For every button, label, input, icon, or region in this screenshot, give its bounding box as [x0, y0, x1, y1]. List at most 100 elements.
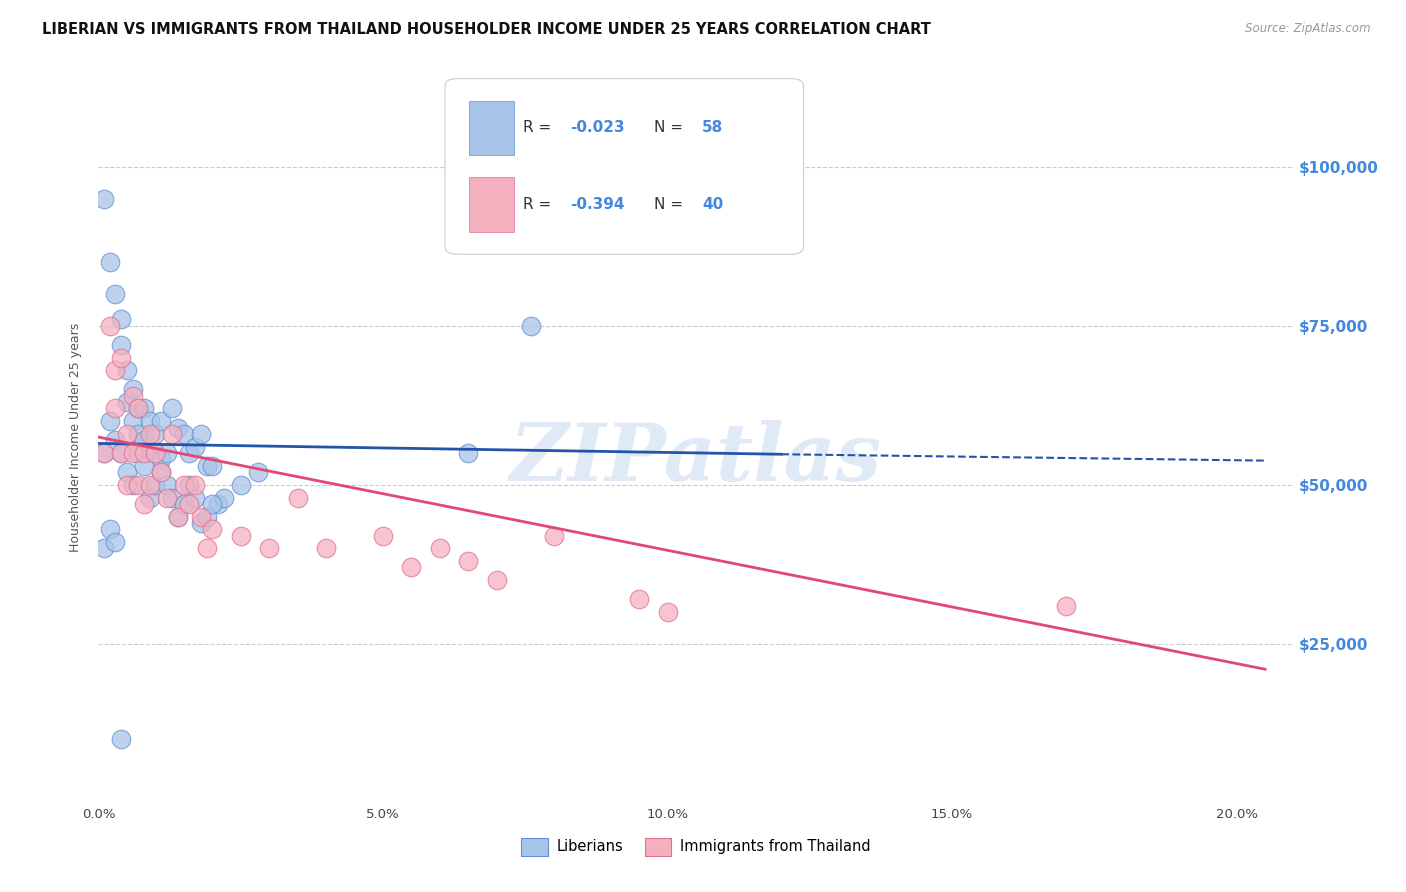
Point	[173, 497, 195, 511]
Point	[201, 522, 224, 536]
Bar	[470, 178, 515, 232]
Point	[190, 426, 212, 441]
Text: R =: R =	[523, 197, 555, 212]
Point	[138, 426, 160, 441]
Text: -0.023: -0.023	[571, 120, 626, 136]
Text: 58: 58	[702, 120, 723, 136]
Point	[121, 477, 143, 491]
Point	[150, 465, 173, 479]
Point	[184, 477, 207, 491]
Point	[115, 465, 138, 479]
Text: R =: R =	[523, 120, 555, 136]
Point	[628, 592, 651, 607]
Point	[201, 497, 224, 511]
Point	[229, 529, 252, 543]
Point	[104, 287, 127, 301]
Point	[179, 446, 201, 460]
Point	[179, 477, 201, 491]
Point	[162, 401, 184, 416]
Point	[138, 477, 160, 491]
Point	[98, 522, 121, 536]
Point	[167, 509, 190, 524]
Text: N =: N =	[654, 120, 688, 136]
Point	[1054, 599, 1077, 613]
Point	[429, 541, 451, 556]
Point	[93, 446, 115, 460]
Text: -0.394: -0.394	[571, 197, 626, 212]
Point	[156, 477, 179, 491]
Text: Source: ZipAtlas.com: Source: ZipAtlas.com	[1246, 22, 1371, 36]
Point	[138, 414, 160, 428]
Point	[138, 446, 160, 460]
Point	[229, 477, 252, 491]
Point	[115, 363, 138, 377]
Point	[104, 401, 127, 416]
Point	[110, 351, 132, 365]
Point	[173, 477, 195, 491]
Point	[212, 491, 235, 505]
Point	[98, 414, 121, 428]
Point	[110, 446, 132, 460]
Point	[121, 383, 143, 397]
Point	[143, 426, 166, 441]
Point	[110, 732, 132, 747]
Point	[127, 401, 149, 416]
Point	[127, 446, 149, 460]
Point	[143, 477, 166, 491]
Bar	[470, 101, 515, 155]
Point	[115, 395, 138, 409]
Point	[207, 497, 229, 511]
Point	[132, 458, 155, 473]
Point	[143, 446, 166, 460]
Point	[132, 446, 155, 460]
Point	[457, 446, 479, 460]
Point	[195, 458, 218, 473]
Point	[371, 529, 394, 543]
Point	[162, 426, 184, 441]
Point	[315, 541, 337, 556]
Point	[184, 491, 207, 505]
Point	[110, 338, 132, 352]
Point	[115, 426, 138, 441]
Point	[93, 446, 115, 460]
Point	[520, 318, 543, 333]
Point	[98, 318, 121, 333]
Point	[98, 255, 121, 269]
Point	[543, 529, 565, 543]
Point	[167, 420, 190, 434]
Point	[121, 389, 143, 403]
Point	[132, 401, 155, 416]
Point	[195, 509, 218, 524]
Text: ZIPatlas: ZIPatlas	[510, 420, 882, 498]
Point	[287, 491, 309, 505]
Point	[257, 541, 280, 556]
Y-axis label: Householder Income Under 25 years: Householder Income Under 25 years	[69, 322, 83, 552]
Point	[121, 414, 143, 428]
Point	[115, 477, 138, 491]
Legend: Liberians, Immigrants from Thailand: Liberians, Immigrants from Thailand	[516, 832, 876, 862]
Point	[150, 414, 173, 428]
Point	[190, 516, 212, 530]
Point	[110, 446, 132, 460]
Point	[127, 426, 149, 441]
Point	[457, 554, 479, 568]
Point	[127, 477, 149, 491]
Point	[167, 509, 190, 524]
Point	[485, 573, 508, 587]
Point	[104, 535, 127, 549]
Point	[179, 497, 201, 511]
Point	[162, 491, 184, 505]
Point	[173, 426, 195, 441]
Point	[401, 560, 423, 574]
Point	[121, 446, 143, 460]
Point	[127, 401, 149, 416]
Point	[110, 312, 132, 326]
Point	[190, 509, 212, 524]
Text: N =: N =	[654, 197, 688, 212]
Point	[138, 491, 160, 505]
Point	[657, 605, 679, 619]
Point	[156, 491, 179, 505]
Point	[150, 465, 173, 479]
Text: 40: 40	[702, 197, 723, 212]
FancyBboxPatch shape	[446, 78, 804, 254]
